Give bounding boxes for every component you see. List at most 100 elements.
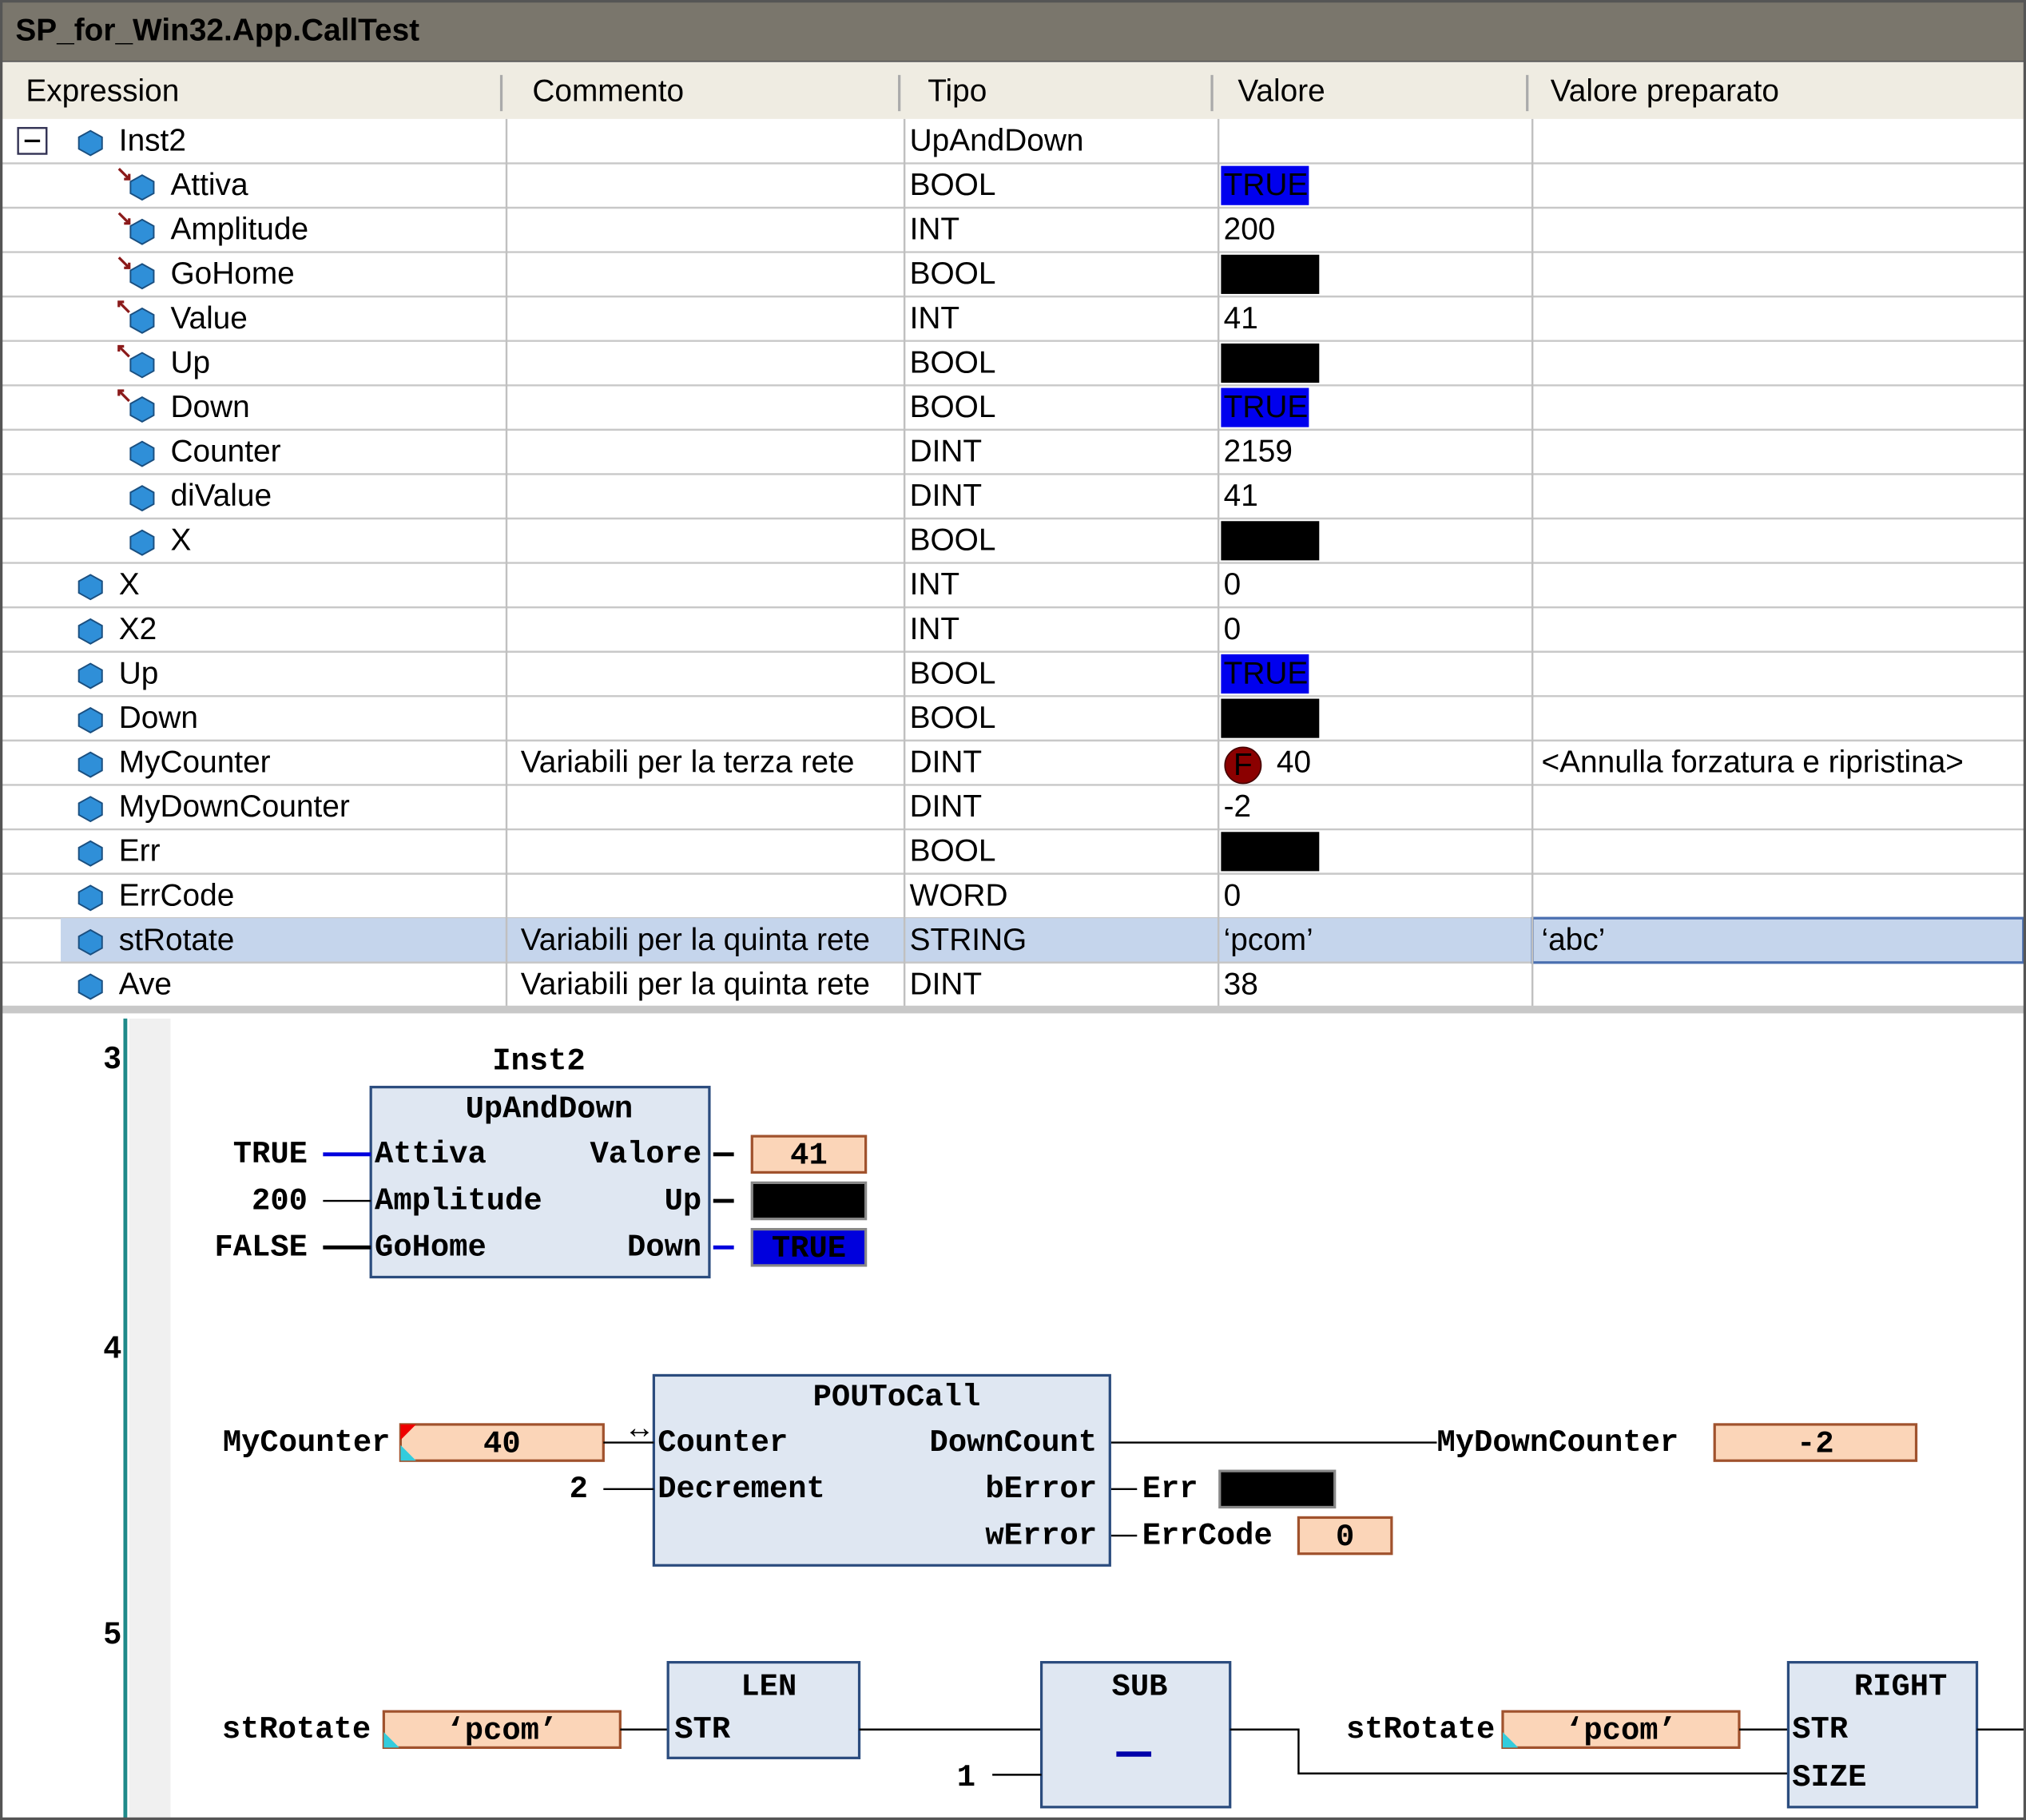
type: INT	[910, 213, 960, 247]
io-arrow	[117, 256, 131, 269]
variable-icon	[77, 662, 103, 689]
io-arrow	[117, 389, 130, 403]
input-pin: Amplitude	[375, 1183, 542, 1218]
variable-icon	[77, 707, 103, 734]
variable-icon	[129, 307, 155, 334]
value-badge	[1221, 254, 1320, 294]
value-box	[1297, 1516, 1393, 1556]
marker	[400, 1444, 416, 1461]
function-block	[666, 1660, 861, 1759]
type: DINT	[910, 479, 983, 513]
constant: 1	[957, 1760, 975, 1795]
type: BOOL	[910, 523, 996, 558]
marker	[1502, 1731, 1519, 1748]
value: 0	[1224, 567, 1241, 602]
value-box	[1218, 1469, 1337, 1509]
header-row	[0, 62, 2026, 119]
value: 0	[1224, 612, 1241, 646]
expression: MyDownCounter	[119, 789, 350, 824]
output-pin: DownCount	[930, 1425, 1098, 1460]
value-badge	[1221, 343, 1320, 383]
value: FALSE	[1224, 701, 1321, 735]
type: STRING	[910, 923, 1027, 957]
network-number: 4	[104, 1330, 121, 1365]
wire	[1230, 1728, 1789, 1774]
input-pin: Counter	[657, 1425, 788, 1460]
input-variable: MyCounter	[223, 1425, 391, 1460]
input-pin: Decrement	[657, 1472, 825, 1507]
input-variable: stRotate	[1346, 1712, 1495, 1747]
expression: Up	[119, 656, 159, 690]
output-pin: bError	[985, 1472, 1097, 1507]
expression: Value	[170, 301, 247, 336]
type: BOOL	[910, 256, 996, 291]
value-box	[1501, 1710, 1741, 1750]
online-value: 0	[1336, 1520, 1354, 1555]
prepared-value: ‘abc’	[1541, 923, 1605, 957]
io-arrow	[117, 344, 130, 358]
expression: Counter	[170, 435, 280, 469]
input-variable: stRotate	[222, 1712, 371, 1747]
value-box	[750, 1228, 868, 1267]
variable-icon	[77, 751, 103, 778]
io-arrow	[117, 168, 131, 181]
variable-icon	[129, 529, 155, 556]
column-header: Valore	[1237, 74, 1325, 109]
online-value: ‘pcom’	[1565, 1714, 1677, 1749]
value-badge	[1221, 387, 1309, 427]
type: UpAndDown	[910, 123, 1084, 157]
expression: X2	[119, 612, 157, 646]
value-box	[1713, 1423, 1918, 1462]
value: 2159	[1224, 435, 1293, 469]
output-pin: wError	[985, 1518, 1097, 1553]
marker	[383, 1731, 399, 1748]
output-pin: Up	[665, 1183, 702, 1218]
value-badge	[1221, 832, 1320, 872]
variable-icon	[129, 485, 155, 512]
network-number: 5	[104, 1616, 121, 1651]
input-value: 2	[570, 1472, 588, 1507]
value: TRUE	[1224, 656, 1309, 690]
output-pin: Valore	[590, 1137, 701, 1172]
expression: Amplitude	[170, 213, 308, 247]
block-type: SUB	[1112, 1670, 1168, 1705]
in-out-symbol: ↔	[630, 1413, 650, 1448]
value: FALSE	[1224, 523, 1321, 558]
function-block	[652, 1373, 1111, 1567]
type: WORD	[910, 878, 1008, 912]
online-value: TRUE	[772, 1231, 846, 1266]
variable-icon	[129, 396, 155, 423]
input-pin: GoHome	[375, 1230, 487, 1266]
type: DINT	[910, 789, 983, 824]
type: DINT	[910, 745, 983, 780]
forced-badge: F	[1233, 748, 1253, 782]
expression: Down	[170, 390, 249, 424]
value-badge	[1221, 698, 1320, 738]
value: FALSE	[1224, 256, 1321, 291]
function-block	[1786, 1660, 1979, 1809]
comment: Variabili per la terza rete	[521, 745, 855, 780]
value: ‘pcom’	[1224, 923, 1313, 957]
column-header: Tipo	[928, 74, 987, 109]
variable-icon	[77, 574, 103, 601]
expression: ErrCode	[119, 878, 235, 912]
variable-icon	[129, 218, 155, 245]
type: BOOL	[910, 656, 996, 690]
input-pin: Attiva	[375, 1137, 487, 1172]
variable-icon	[129, 352, 155, 379]
value: 200	[1224, 213, 1276, 247]
comment: Variabili per la quinta rete	[521, 923, 870, 957]
block-type: RIGHT	[1854, 1670, 1947, 1705]
value: -2	[1224, 789, 1252, 824]
function-block	[1039, 1660, 1232, 1809]
expression: Ave	[119, 967, 172, 1001]
input-value: 200	[252, 1183, 308, 1218]
variable-icon	[77, 928, 103, 956]
block-type: LEN	[741, 1670, 796, 1705]
expression: diValue	[170, 479, 272, 513]
expression: stRotate	[119, 923, 235, 957]
online-value: 41	[790, 1138, 828, 1174]
io-arrow	[117, 300, 130, 313]
